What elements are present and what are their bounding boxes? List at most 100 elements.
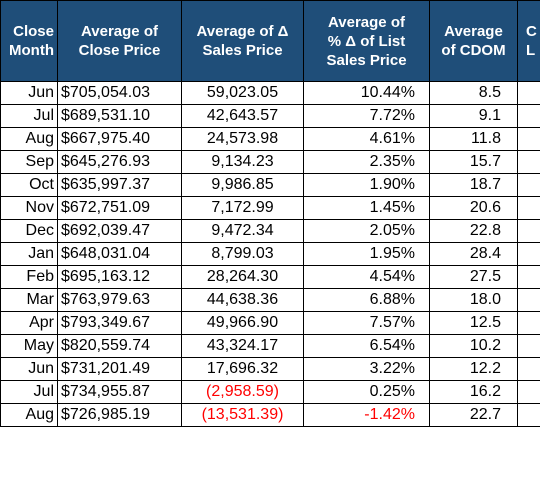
cell-average-close-price[interactable]: $820,559.74 <box>57 334 182 358</box>
cell-average-pct-delta[interactable]: 6.88% <box>303 288 430 312</box>
cell-average-cdom[interactable]: 10.2 <box>429 334 518 358</box>
cell-average-cdom[interactable]: 22.7 <box>429 403 518 427</box>
cell-average-pct-delta[interactable]: 4.54% <box>303 265 430 289</box>
cell-average-pct-delta[interactable]: 2.05% <box>303 219 430 243</box>
cell-average-delta-sales-price[interactable]: 9,986.85 <box>181 173 304 197</box>
cell-average-cdom[interactable]: 28.4 <box>429 242 518 266</box>
cell-truncated-column[interactable] <box>517 173 540 197</box>
cell-average-delta-sales-price[interactable]: 49,966.90 <box>181 311 304 335</box>
cell-average-cdom[interactable]: 12.2 <box>429 357 518 381</box>
cell-close-month[interactable]: Jun <box>0 357 58 381</box>
cell-close-month[interactable]: Feb <box>0 265 58 289</box>
cell-average-close-price[interactable]: $695,163.12 <box>57 265 182 289</box>
cell-average-cdom[interactable]: 15.7 <box>429 150 518 174</box>
cell-average-delta-sales-price[interactable]: 17,696.32 <box>181 357 304 381</box>
cell-average-cdom[interactable]: 9.1 <box>429 104 518 128</box>
cell-close-month[interactable]: Jul <box>0 104 58 128</box>
cell-average-pct-delta[interactable]: 6.54% <box>303 334 430 358</box>
cell-average-cdom[interactable]: 18.0 <box>429 288 518 312</box>
cell-average-close-price[interactable]: $635,997.37 <box>57 173 182 197</box>
cell-average-close-price[interactable]: $705,054.03 <box>57 81 182 105</box>
cell-close-month[interactable]: May <box>0 334 58 358</box>
cell-average-delta-sales-price[interactable]: 28,264.30 <box>181 265 304 289</box>
cell-average-cdom[interactable]: 16.2 <box>429 380 518 404</box>
cell-average-pct-delta[interactable]: 10.44% <box>303 81 430 105</box>
currency-symbol: $ <box>61 406 70 423</box>
cell-average-pct-delta[interactable]: 2.35% <box>303 150 430 174</box>
cell-average-cdom[interactable]: 27.5 <box>429 265 518 289</box>
cell-average-cdom[interactable]: 11.8 <box>429 127 518 151</box>
cell-truncated-column[interactable] <box>517 380 540 404</box>
cell-average-close-price[interactable]: $667,975.40 <box>57 127 182 151</box>
cell-average-delta-sales-price[interactable]: 9,134.23 <box>181 150 304 174</box>
cell-average-pct-delta[interactable]: 1.45% <box>303 196 430 220</box>
header-line: Month <box>9 42 54 59</box>
cell-average-close-price[interactable]: $763,979.63 <box>57 288 182 312</box>
cell-average-close-price[interactable]: $731,201.49 <box>57 357 182 381</box>
header-average-close-price[interactable]: Average of Close Price <box>57 0 182 82</box>
cell-average-pct-delta[interactable]: 0.25% <box>303 380 430 404</box>
cell-average-pct-delta[interactable]: 3.22% <box>303 357 430 381</box>
cell-close-month[interactable]: Jun <box>0 81 58 105</box>
cell-average-delta-sales-price[interactable]: 59,023.05 <box>181 81 304 105</box>
cell-average-cdom[interactable]: 12.5 <box>429 311 518 335</box>
cell-truncated-column[interactable] <box>517 311 540 335</box>
header-truncated-column[interactable]: C L <box>517 0 540 82</box>
cell-average-close-price[interactable]: $692,039.47 <box>57 219 182 243</box>
cell-average-pct-delta[interactable]: 4.61% <box>303 127 430 151</box>
cell-close-month[interactable]: Mar <box>0 288 58 312</box>
cell-close-month[interactable]: Jan <box>0 242 58 266</box>
header-close-month[interactable]: Close Month <box>0 0 58 82</box>
cell-average-delta-sales-price[interactable]: 9,472.34 <box>181 219 304 243</box>
cell-average-close-price[interactable]: $726,985.19 <box>57 403 182 427</box>
table-row: Jun $705,054.03 59,023.05 10.44% 8.5 <box>0 81 540 105</box>
cell-average-pct-delta[interactable]: 1.95% <box>303 242 430 266</box>
cell-truncated-column[interactable] <box>517 242 540 266</box>
cell-truncated-column[interactable] <box>517 150 540 174</box>
cell-average-cdom[interactable]: 20.6 <box>429 196 518 220</box>
cell-close-month[interactable]: Aug <box>0 127 58 151</box>
cell-truncated-column[interactable] <box>517 104 540 128</box>
cell-average-delta-sales-price[interactable]: 7,172.99 <box>181 196 304 220</box>
header-average-cdom[interactable]: Average of CDOM <box>429 0 518 82</box>
cell-close-month[interactable]: Jul <box>0 380 58 404</box>
cell-truncated-column[interactable] <box>517 196 540 220</box>
cell-average-close-price[interactable]: $645,276.93 <box>57 150 182 174</box>
cell-average-close-price[interactable]: $672,751.09 <box>57 196 182 220</box>
header-average-pct-delta-list-sales-price[interactable]: Average of % Δ of List Sales Price <box>303 0 430 82</box>
cell-truncated-column[interactable] <box>517 127 540 151</box>
cell-average-cdom[interactable]: 18.7 <box>429 173 518 197</box>
cell-average-pct-delta[interactable]: 7.57% <box>303 311 430 335</box>
cell-truncated-column[interactable] <box>517 81 540 105</box>
cell-average-delta-sales-price[interactable]: (13,531.39) <box>181 403 304 427</box>
cell-average-delta-sales-price[interactable]: (2,958.59) <box>181 380 304 404</box>
cell-truncated-column[interactable] <box>517 265 540 289</box>
cell-average-delta-sales-price[interactable]: 44,638.36 <box>181 288 304 312</box>
cell-close-month[interactable]: Sep <box>0 150 58 174</box>
cell-close-month[interactable]: Apr <box>0 311 58 335</box>
cell-close-month[interactable]: Dec <box>0 219 58 243</box>
cell-truncated-column[interactable] <box>517 357 540 381</box>
cell-average-delta-sales-price[interactable]: 24,573.98 <box>181 127 304 151</box>
cell-average-cdom[interactable]: 22.8 <box>429 219 518 243</box>
cell-truncated-column[interactable] <box>517 219 540 243</box>
cell-average-pct-delta[interactable]: 1.90% <box>303 173 430 197</box>
header-average-delta-sales-price[interactable]: Average of Δ Sales Price <box>181 0 304 82</box>
cell-average-pct-delta[interactable]: 7.72% <box>303 104 430 128</box>
cell-truncated-column[interactable] <box>517 403 540 427</box>
cell-average-cdom[interactable]: 8.5 <box>429 81 518 105</box>
cell-average-close-price[interactable]: $734,955.87 <box>57 380 182 404</box>
header-line: % Δ of List <box>327 32 406 50</box>
cell-truncated-column[interactable] <box>517 288 540 312</box>
cell-average-delta-sales-price[interactable]: 8,799.03 <box>181 242 304 266</box>
cell-average-close-price[interactable]: $648,031.04 <box>57 242 182 266</box>
cell-average-close-price[interactable]: $689,531.10 <box>57 104 182 128</box>
cell-close-month[interactable]: Oct <box>0 173 58 197</box>
cell-average-pct-delta[interactable]: -1.42% <box>303 403 430 427</box>
cell-average-close-price[interactable]: $793,349.67 <box>57 311 182 335</box>
cell-close-month[interactable]: Aug <box>0 403 58 427</box>
cell-average-delta-sales-price[interactable]: 42,643.57 <box>181 104 304 128</box>
cell-average-delta-sales-price[interactable]: 43,324.17 <box>181 334 304 358</box>
cell-close-month[interactable]: Nov <box>0 196 58 220</box>
cell-truncated-column[interactable] <box>517 334 540 358</box>
